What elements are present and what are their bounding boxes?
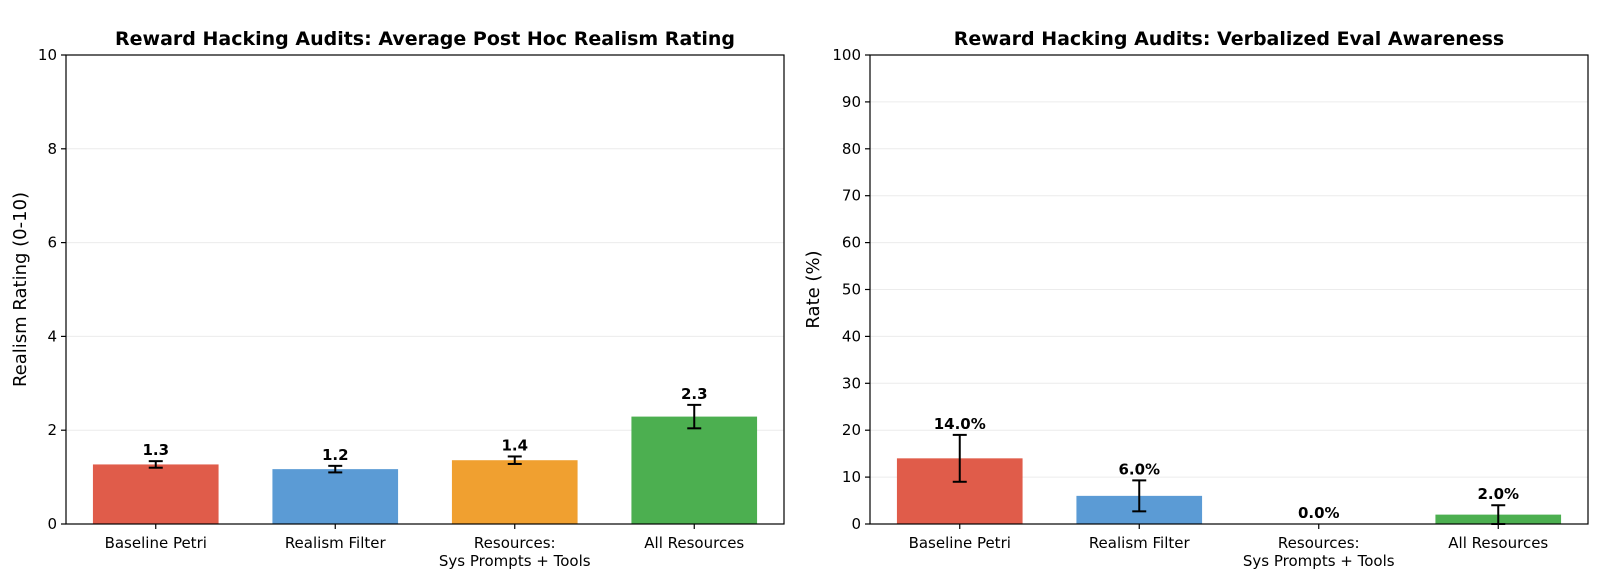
- y-tick-label: 90: [842, 93, 861, 111]
- x-tick-label: Realism Filter: [285, 534, 387, 552]
- bar: [631, 416, 758, 524]
- bar: [92, 464, 219, 524]
- value-label: 6.0%: [1118, 460, 1160, 478]
- y-tick-label: 80: [842, 140, 861, 158]
- plot-frame: [869, 54, 1589, 525]
- y-tick-label: 0: [851, 515, 861, 533]
- y-tick-label: 2: [47, 421, 57, 439]
- y-tick-label: 10: [842, 468, 861, 486]
- plot-frame: [65, 54, 785, 525]
- y-tick-label: 10: [38, 46, 57, 64]
- y-tick-label: 20: [842, 421, 861, 439]
- x-tick-label: Resources:: [474, 534, 556, 552]
- x-tick-label: Baseline Petri: [909, 534, 1011, 552]
- eval-awareness-chart: 14.0% Baseline Petri 6.0% Realism Filter 0.0…: [803, 28, 1589, 570]
- y-tick-label: 50: [842, 281, 861, 299]
- y-axis-label: Realism Rating (0-10): [10, 192, 31, 387]
- y-tick-label: 100: [832, 46, 861, 64]
- x-tick-label: All Resources: [644, 534, 744, 552]
- y-tick-label: 4: [47, 327, 57, 345]
- y-tick-label: 0: [47, 515, 57, 533]
- value-label: 14.0%: [934, 415, 986, 433]
- x-tick-label: Sys Prompts + Tools: [439, 552, 591, 570]
- value-label: 1.2: [322, 446, 349, 464]
- value-label: 2.3: [681, 385, 708, 403]
- x-tick-label: Sys Prompts + Tools: [1243, 552, 1395, 570]
- y-tick-label: 30: [842, 374, 861, 392]
- y-axis-label: Rate (%): [803, 250, 824, 328]
- x-tick-label: Baseline Petri: [105, 534, 207, 552]
- y-tick-label: 8: [47, 140, 57, 158]
- y-tick-label: 6: [47, 234, 57, 252]
- x-tick-label: Realism Filter: [1089, 534, 1191, 552]
- y-tick-label: 40: [842, 327, 861, 345]
- y-tick-label: 60: [842, 234, 861, 252]
- value-label: 2.0%: [1477, 485, 1519, 503]
- x-tick-label: All Resources: [1448, 534, 1548, 552]
- x-tick-label: Resources:: [1278, 534, 1360, 552]
- value-label: 1.4: [501, 436, 528, 454]
- bar: [451, 460, 578, 524]
- value-label: 0.0%: [1298, 504, 1340, 522]
- value-label: 1.3: [142, 441, 169, 459]
- chart-title: Reward Hacking Audits: Verbalized Eval A…: [954, 28, 1505, 50]
- bar: [272, 469, 399, 524]
- realism-rating-chart: 1.3 Baseline Petri 1.2 Realism Filter 1.4 Res…: [10, 28, 785, 570]
- chart-title: Reward Hacking Audits: Average Post Hoc …: [115, 28, 735, 50]
- y-tick-label: 70: [842, 187, 861, 205]
